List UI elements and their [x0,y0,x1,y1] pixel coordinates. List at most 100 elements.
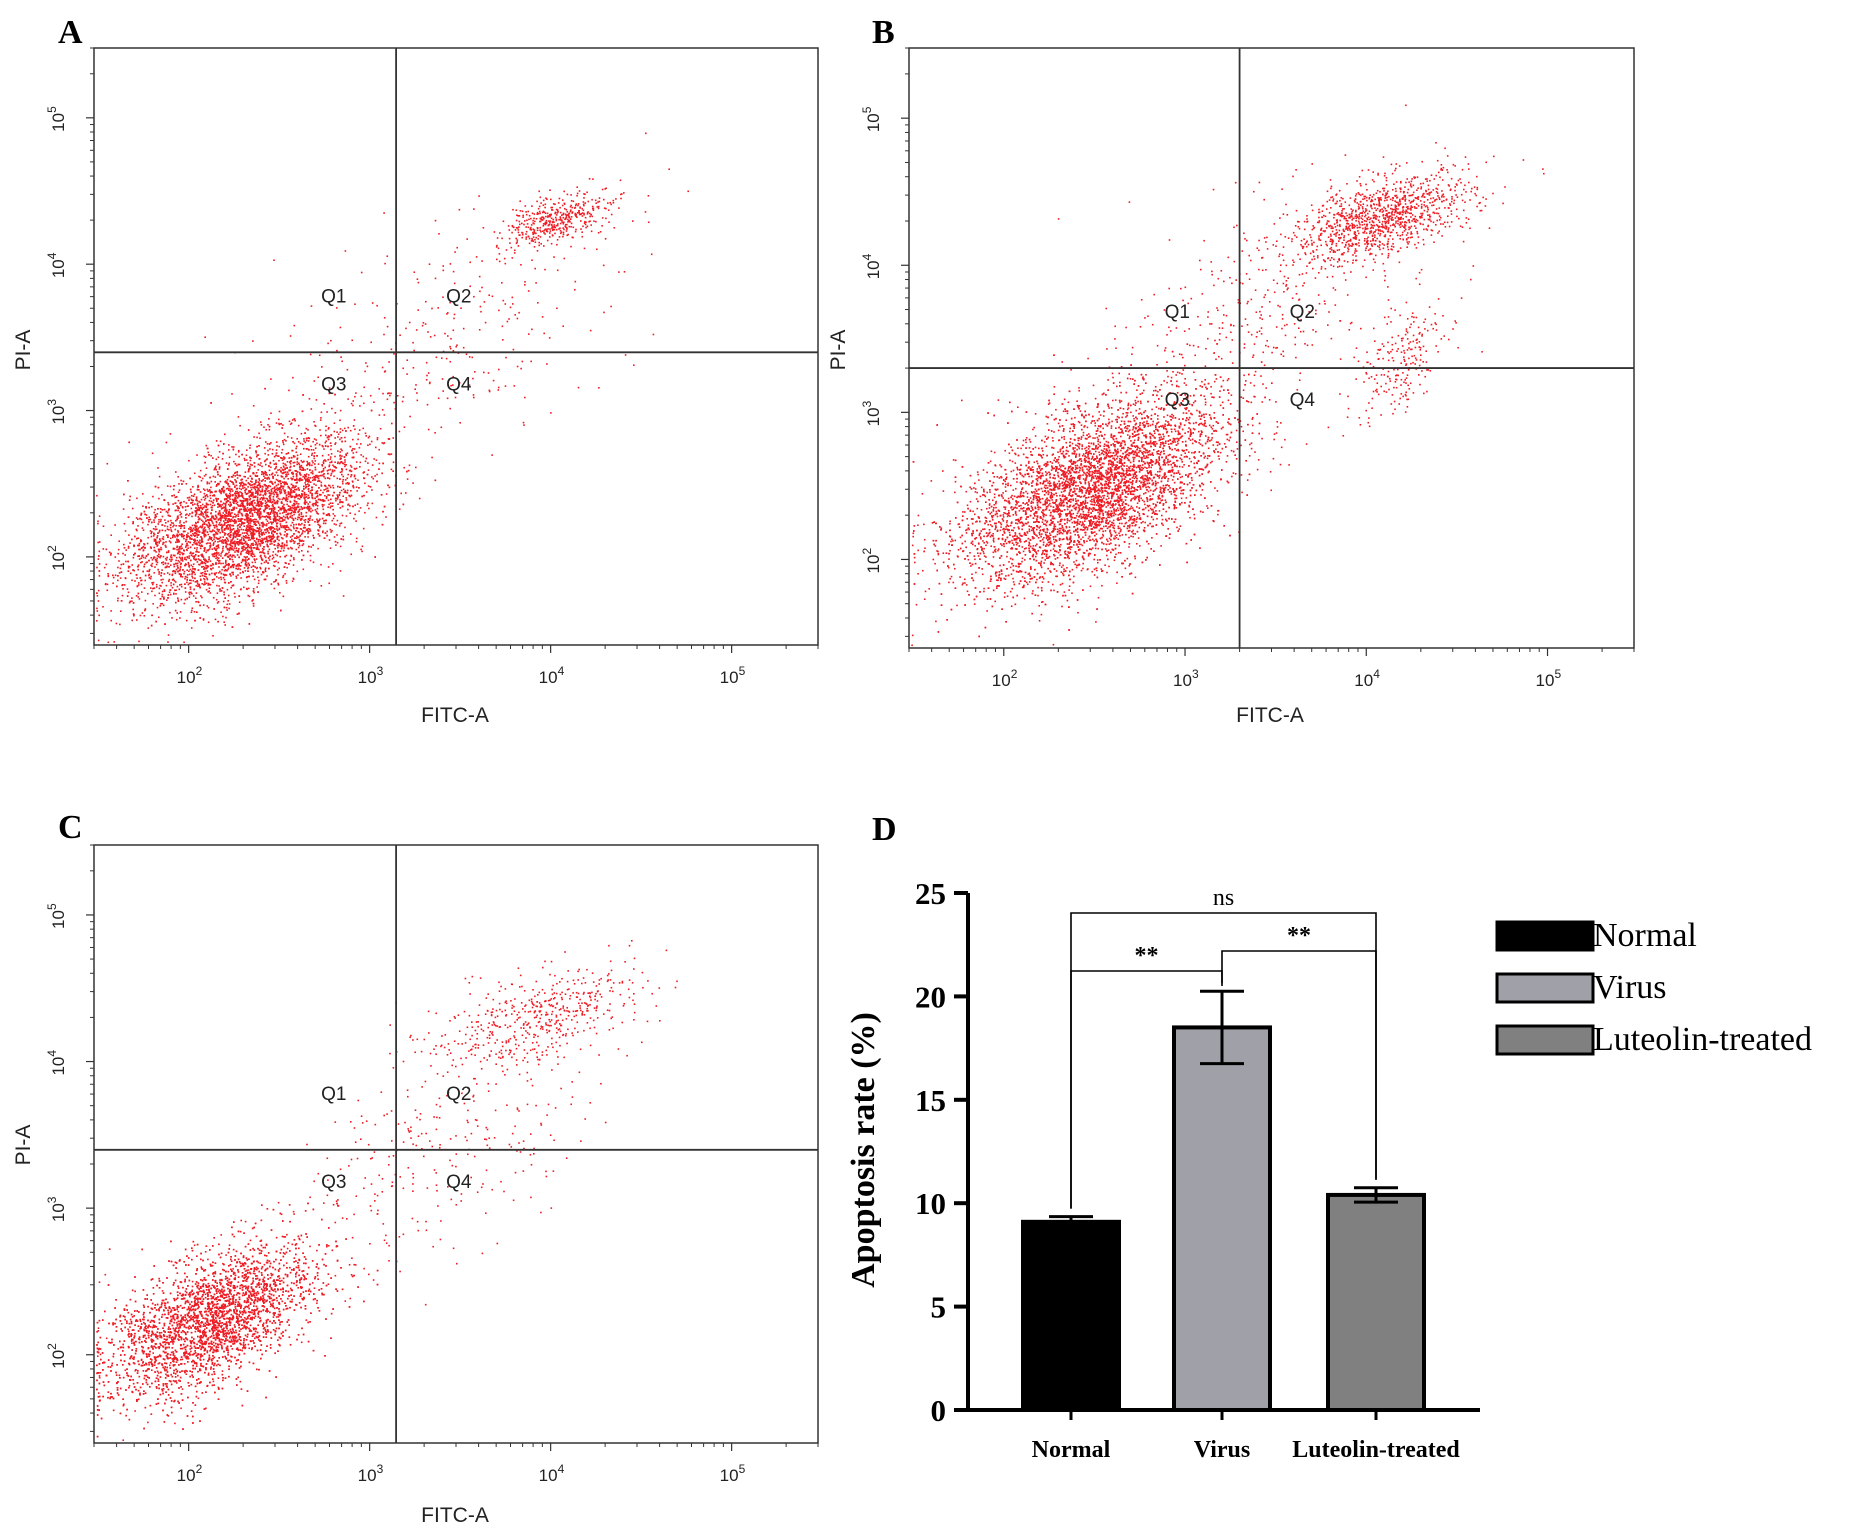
data-point-a-929 [259,437,261,439]
data-point-a-4696 [297,441,300,443]
data-point-a-3525 [344,526,346,529]
data-point-a-3832 [315,496,318,498]
data-point-a-2906 [236,542,239,545]
data-point-a-3226 [146,570,149,572]
data-point-a-890 [212,581,214,584]
data-point-a-499 [346,452,349,454]
data-point-a-3950 [198,507,201,510]
data-point-a-4957 [330,498,332,501]
data-point-a-3290 [242,559,245,561]
data-point-a-4328 [231,539,233,542]
data-point-a-2967 [235,532,237,535]
data-point-a-558 [129,495,131,498]
data-point-a-1006 [257,570,259,573]
data-point-a-294 [148,573,151,576]
data-point-a-4558 [238,612,240,615]
data-point-a-1349 [244,559,247,561]
data-point-a-188 [282,574,285,577]
data-point-a-3126 [296,543,299,545]
data-point-a-3322 [351,480,354,482]
data-point-a-4252 [129,572,132,575]
data-point-a-4982 [267,504,269,507]
data-point-a-33 [277,497,280,500]
data-point-a-402 [277,480,280,483]
data-point-a-4018 [238,531,240,533]
data-point-a-3586 [194,513,197,516]
data-point-a-4492 [191,538,193,540]
data-point-a-903 [234,551,236,553]
data-point-a-3576 [235,577,238,579]
data-point-a-4636 [284,516,287,519]
data-point-a-3696 [282,525,284,527]
data-point-a-1332 [249,497,252,500]
data-point-a-481 [277,519,280,522]
data-point-a-1460 [174,570,177,573]
data-point-a-4880 [253,521,255,523]
data-point-a-4661 [334,393,336,396]
data-point-a-2841 [191,530,194,533]
data-point-a-3409 [210,530,213,533]
data-point-a-2963 [367,462,369,464]
data-point-a-1062 [128,534,130,536]
data-point-a-174 [246,501,249,504]
data-point-a-2734 [168,540,171,542]
data-point-a-185 [264,459,267,462]
data-point-a-4931 [263,537,266,540]
data-point-a-3241 [264,472,266,474]
data-point-a-821 [193,534,195,536]
data-point-a-895 [251,515,254,517]
data-point-a-4406 [305,484,307,486]
data-point-a-1466 [237,529,240,531]
data-point-a-4534 [267,512,270,514]
data-point-a-2917 [205,456,207,458]
data-point-a-4164 [204,573,206,575]
data-point-a-975 [285,582,288,584]
data-point-a-4943 [201,540,203,542]
data-point-a-3964 [246,556,248,558]
data-point-a-4299 [237,463,240,466]
data-point-a-4676 [290,456,293,459]
data-point-a-4144 [212,524,215,527]
data-point-a-3000 [161,562,163,564]
data-point-a-280 [122,552,124,555]
data-point-a-872 [304,518,307,521]
data-point-a-617 [339,428,342,430]
data-point-a-4345 [293,491,296,493]
data-point-a-3100 [248,491,251,494]
data-point-a-3330 [190,554,193,557]
data-point-a-4504 [206,514,208,517]
data-point-a-2723 [314,463,316,465]
data-point-a-4094 [183,525,186,527]
data-point-a-139 [231,488,233,490]
data-point-a-4398 [267,476,270,479]
data-point-a-423 [162,555,165,558]
data-point-a-4768 [157,508,159,510]
data-point-a-3860 [215,533,218,535]
data-point-a-3619 [264,500,267,502]
data-point-a-672 [255,472,258,474]
data-point-a-3378 [246,532,248,534]
data-point-a-3193 [188,573,191,576]
data-point-a-2920 [297,497,299,500]
data-point-a-2904 [316,518,318,521]
data-point-a-2771 [270,536,272,539]
data-point-a-3278 [316,492,319,495]
data-point-a-1166 [172,536,174,539]
data-point-a-3725 [253,528,255,531]
data-point-a-4652 [350,470,353,473]
data-point-a-436 [138,640,140,643]
data-point-a-547 [225,521,228,524]
data-point-a-4831 [246,528,248,531]
data-point-a-2701 [117,566,119,569]
data-point-a-1417 [203,516,205,518]
data-point-a-3632 [206,577,208,580]
data-point-a-1408 [265,463,267,466]
data-point-a-846 [192,563,195,565]
data-point-a-3574 [367,469,370,471]
data-point-a-3653 [161,537,164,540]
data-point-a-3057 [184,558,186,560]
data-point-a-1432 [233,507,236,510]
data-point-a-2793 [203,558,205,560]
data-point-a-2896 [158,518,160,521]
data-point-a-4697 [209,476,211,479]
